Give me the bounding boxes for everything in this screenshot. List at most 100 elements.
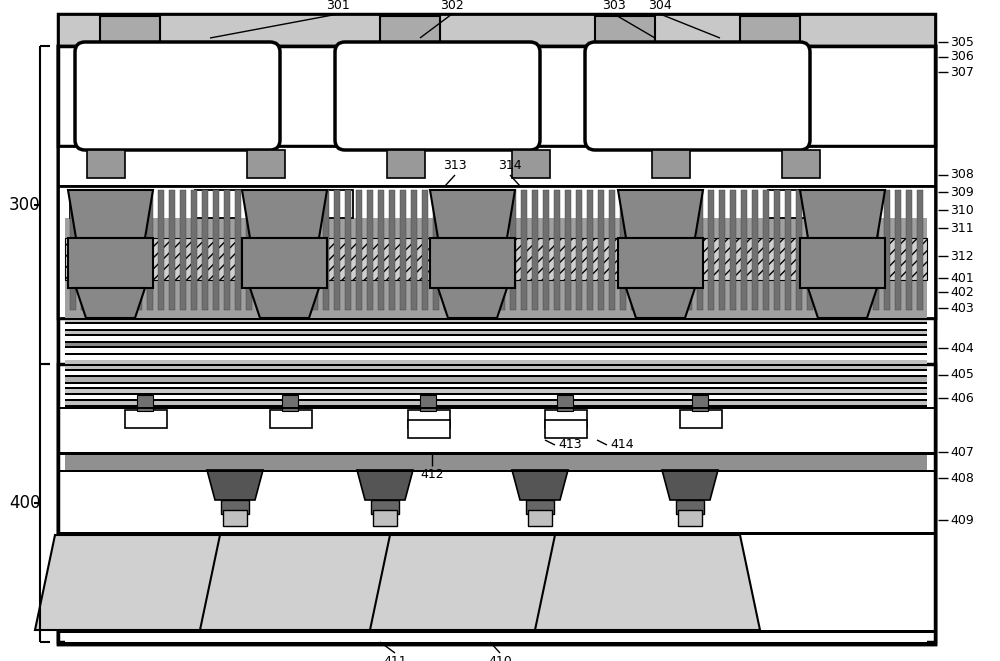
Bar [420, 395, 436, 411]
Polygon shape [808, 288, 877, 318]
Bar [741, 190, 747, 310]
Bar [58, 186, 935, 318]
Bar [65, 401, 927, 405]
Bar [642, 190, 648, 310]
FancyBboxPatch shape [585, 42, 810, 150]
Bar [81, 190, 87, 310]
Polygon shape [200, 535, 435, 630]
Bar [430, 238, 515, 288]
Bar [58, 630, 935, 633]
Bar [367, 190, 373, 310]
Bar [58, 46, 935, 318]
Bar [653, 190, 659, 310]
Bar [65, 387, 927, 389]
Bar [906, 190, 912, 310]
Bar [323, 190, 329, 310]
Bar [65, 348, 927, 353]
Text: 312: 312 [950, 249, 974, 262]
Bar [873, 190, 879, 310]
Bar [380, 16, 440, 42]
Bar [147, 190, 153, 310]
Polygon shape [618, 190, 703, 238]
Bar [308, 190, 353, 218]
Text: 404: 404 [950, 342, 974, 354]
Text: 409: 409 [950, 514, 974, 527]
Text: 302: 302 [440, 0, 464, 12]
Bar [652, 150, 690, 178]
Bar [103, 190, 109, 310]
Text: 401: 401 [950, 272, 974, 284]
Bar [884, 190, 890, 310]
Bar [595, 16, 655, 42]
Text: 304: 304 [648, 0, 672, 12]
Bar [598, 190, 604, 310]
Bar [774, 190, 780, 310]
Bar [65, 341, 927, 343]
Bar [389, 190, 395, 310]
Polygon shape [535, 535, 760, 630]
Bar [719, 190, 725, 310]
Bar [58, 14, 935, 46]
Bar [87, 150, 125, 178]
Bar [851, 190, 857, 310]
Text: 309: 309 [950, 186, 974, 198]
Bar [400, 190, 406, 310]
Bar [247, 150, 285, 178]
Bar [223, 510, 247, 526]
Bar [752, 190, 758, 310]
Bar [576, 190, 582, 310]
Polygon shape [76, 288, 145, 318]
Bar [680, 410, 722, 428]
Bar [829, 190, 835, 310]
Bar [768, 190, 813, 218]
Bar [587, 190, 593, 310]
Bar [730, 190, 736, 310]
Bar [468, 190, 513, 218]
Polygon shape [242, 190, 327, 238]
Bar [373, 510, 397, 526]
Bar [740, 16, 800, 42]
Polygon shape [357, 470, 413, 500]
Text: 411: 411 [383, 655, 407, 661]
Bar [65, 382, 927, 384]
Text: 410: 410 [488, 655, 512, 661]
Bar [65, 364, 927, 369]
Bar [65, 343, 927, 346]
Bar [65, 318, 927, 322]
Bar [545, 420, 587, 438]
Bar [444, 190, 450, 310]
Polygon shape [250, 288, 319, 318]
Bar [65, 218, 927, 318]
Text: 310: 310 [950, 204, 974, 217]
Bar [65, 238, 927, 280]
Bar [65, 535, 927, 635]
Bar [686, 190, 692, 310]
Text: 403: 403 [950, 301, 974, 315]
Polygon shape [662, 470, 718, 500]
Bar [65, 377, 927, 382]
Bar [58, 364, 935, 642]
Bar [114, 190, 120, 310]
Bar [65, 334, 927, 336]
Bar [499, 190, 505, 310]
Bar [58, 407, 935, 409]
Bar [692, 395, 708, 411]
Bar [213, 190, 219, 310]
Bar [92, 190, 98, 310]
Bar [664, 190, 670, 310]
Bar [65, 324, 927, 329]
Text: 307: 307 [950, 65, 974, 79]
Bar [58, 452, 935, 455]
Bar [58, 146, 935, 186]
Bar [58, 642, 935, 644]
Polygon shape [35, 535, 265, 630]
Bar [65, 329, 927, 331]
Polygon shape [207, 470, 263, 500]
Text: 303: 303 [602, 0, 626, 12]
Text: 414: 414 [610, 438, 634, 451]
Bar [70, 190, 115, 218]
Bar [785, 190, 791, 310]
Bar [224, 190, 230, 310]
Bar [65, 384, 927, 387]
Text: 305: 305 [950, 36, 974, 48]
